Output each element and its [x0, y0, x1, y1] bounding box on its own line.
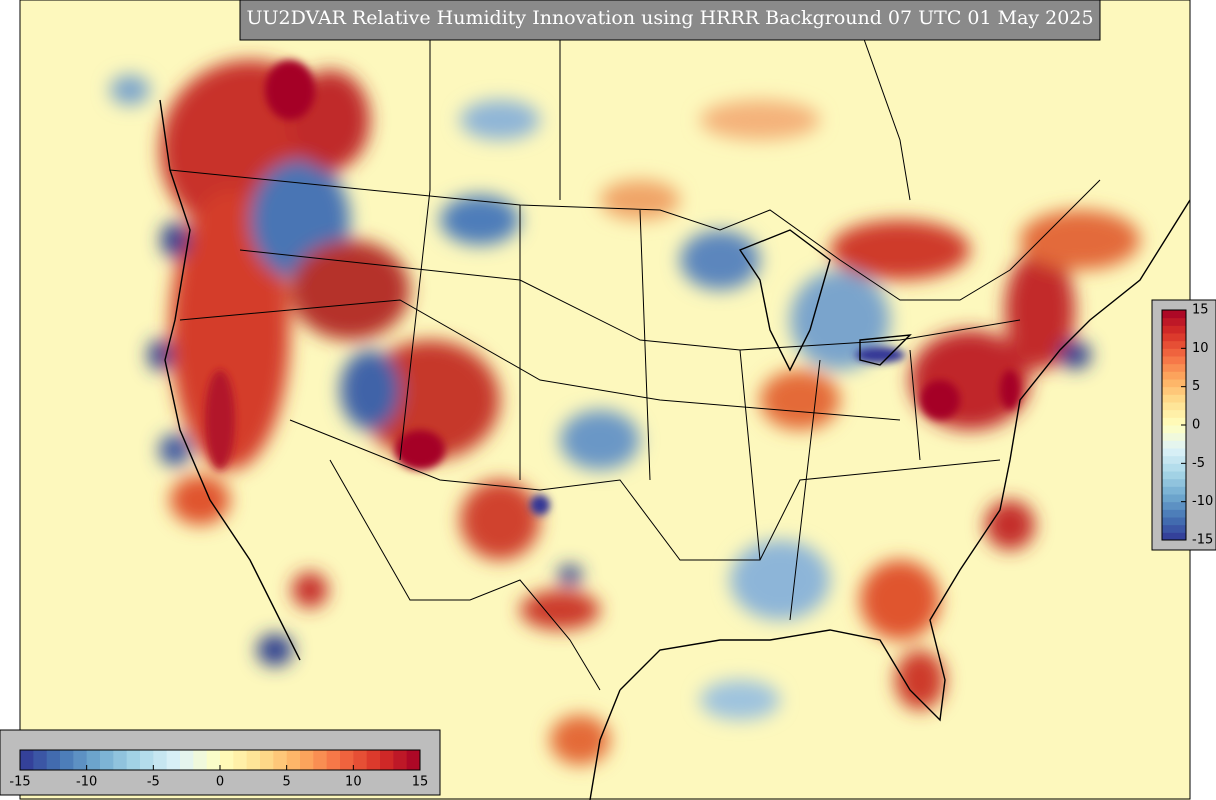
- colorbar-swatch: [1162, 501, 1186, 510]
- title: UU2DVAR Relative Humidity Innovation usi…: [246, 7, 1093, 29]
- title-box: [239, 0, 1101, 41]
- colorbar-swatch: [220, 750, 234, 770]
- colorbar-swatch: [273, 750, 288, 770]
- colorbar-swatch: [1162, 463, 1186, 472]
- boundaries: [159, 0, 1190, 800]
- colorbar-swatch: [326, 750, 341, 770]
- colorbar-swatch: [366, 750, 381, 770]
- vertical-colorbar: 15 10 5 0 -5 -10 -15: [1151, 299, 1216, 551]
- colorbar-swatch: [153, 750, 168, 770]
- colorbar-tick-label: 0: [1192, 418, 1200, 433]
- colorbar-swatch: [1162, 379, 1186, 388]
- colorbar-swatch: [1162, 356, 1186, 365]
- colorbar-swatch: [313, 750, 328, 770]
- colorbar-swatch: [1162, 486, 1186, 495]
- colorbar-swatch: [406, 750, 421, 770]
- colorbar-swatch: [1162, 371, 1186, 380]
- colorbar-swatch: [1162, 440, 1186, 449]
- colorbar-swatch: [193, 750, 208, 770]
- colorbar-swatch: [1162, 494, 1186, 503]
- colorbar-swatch: [1162, 471, 1186, 480]
- colorbar-swatch: [140, 750, 154, 770]
- colorbar-swatch: [380, 750, 394, 770]
- colorbar-tick-label: 0: [216, 775, 224, 790]
- colorbar-swatch: [180, 750, 194, 770]
- colorbar-swatch: [60, 750, 74, 770]
- colorbar-swatch: [1162, 432, 1186, 441]
- colorbar-tick-label: 10: [345, 775, 362, 790]
- colorbar-tick-label: 10: [1192, 341, 1209, 356]
- colorbar-swatch: [1162, 394, 1186, 403]
- colorbar-swatch: [1162, 417, 1186, 426]
- colorbar-tick-label: 5: [283, 775, 291, 790]
- colorbar-swatch: [1162, 402, 1186, 411]
- colorbar-swatch: [1162, 455, 1186, 464]
- colorbar-swatch: [1162, 425, 1186, 434]
- colorbar-tick-label: -15: [9, 775, 30, 790]
- colorbar-swatch: [20, 750, 34, 770]
- colorbar-swatch: [1162, 478, 1186, 487]
- colorbar-swatch: [1162, 532, 1186, 541]
- colorbar-swatch: [1162, 509, 1186, 518]
- colorbar-tick-label: -5: [1192, 456, 1205, 471]
- colorbar-swatch: [340, 750, 354, 770]
- colorbar-swatch: [1162, 348, 1186, 357]
- colorbar-swatch: [286, 750, 301, 770]
- colorbar-swatch: [1162, 310, 1186, 319]
- colorbar-swatch: [233, 750, 248, 770]
- colorbar-swatch: [1162, 317, 1186, 326]
- colorbar-swatch: [393, 750, 408, 770]
- colorbar-swatch: [1162, 340, 1186, 349]
- colorbar-swatch: [300, 750, 314, 770]
- colorbar-swatch: [1162, 333, 1186, 342]
- colorbar-swatch: [1162, 524, 1186, 533]
- colorbar-swatch: [46, 750, 61, 770]
- colorbar-swatch: [1162, 325, 1186, 334]
- colorbar-swatch: [126, 750, 141, 770]
- colorbar-swatch: [33, 750, 48, 770]
- colorbar-swatch: [100, 750, 114, 770]
- humidity-detail: [205, 60, 1020, 515]
- colorbar-tick-label: -10: [1192, 494, 1213, 509]
- colorbar-swatch: [1162, 363, 1186, 372]
- colorbar-swatch: [353, 750, 368, 770]
- colorbar-tick-label: -5: [147, 775, 160, 790]
- colorbar-swatch: [113, 750, 128, 770]
- map: [20, 0, 1190, 800]
- colorbar-swatch: [1162, 517, 1186, 526]
- colorbar-tick-label: 15: [412, 775, 429, 790]
- colorbar-swatch: [1162, 409, 1186, 418]
- colorbar-swatch: [260, 750, 274, 770]
- humidity-field: [110, 60, 1140, 765]
- colorbar-tick-label: -10: [76, 775, 97, 790]
- colorbar-swatch: [246, 750, 261, 770]
- colorbar-tick-label: -15: [1192, 533, 1213, 548]
- colorbar-swatch: [73, 750, 88, 770]
- colorbar-tick-label: 5: [1192, 379, 1200, 394]
- colorbar-tick-label: 15: [1192, 303, 1209, 318]
- colorbar-swatch: [206, 750, 221, 770]
- colorbar-swatch: [166, 750, 181, 770]
- colorbar-swatch: [1162, 448, 1186, 457]
- horizontal-colorbar: -15 -10 -5 0 5 10 15: [0, 729, 441, 796]
- colorbar-swatch: [86, 750, 101, 770]
- colorbar-swatch: [1162, 386, 1186, 395]
